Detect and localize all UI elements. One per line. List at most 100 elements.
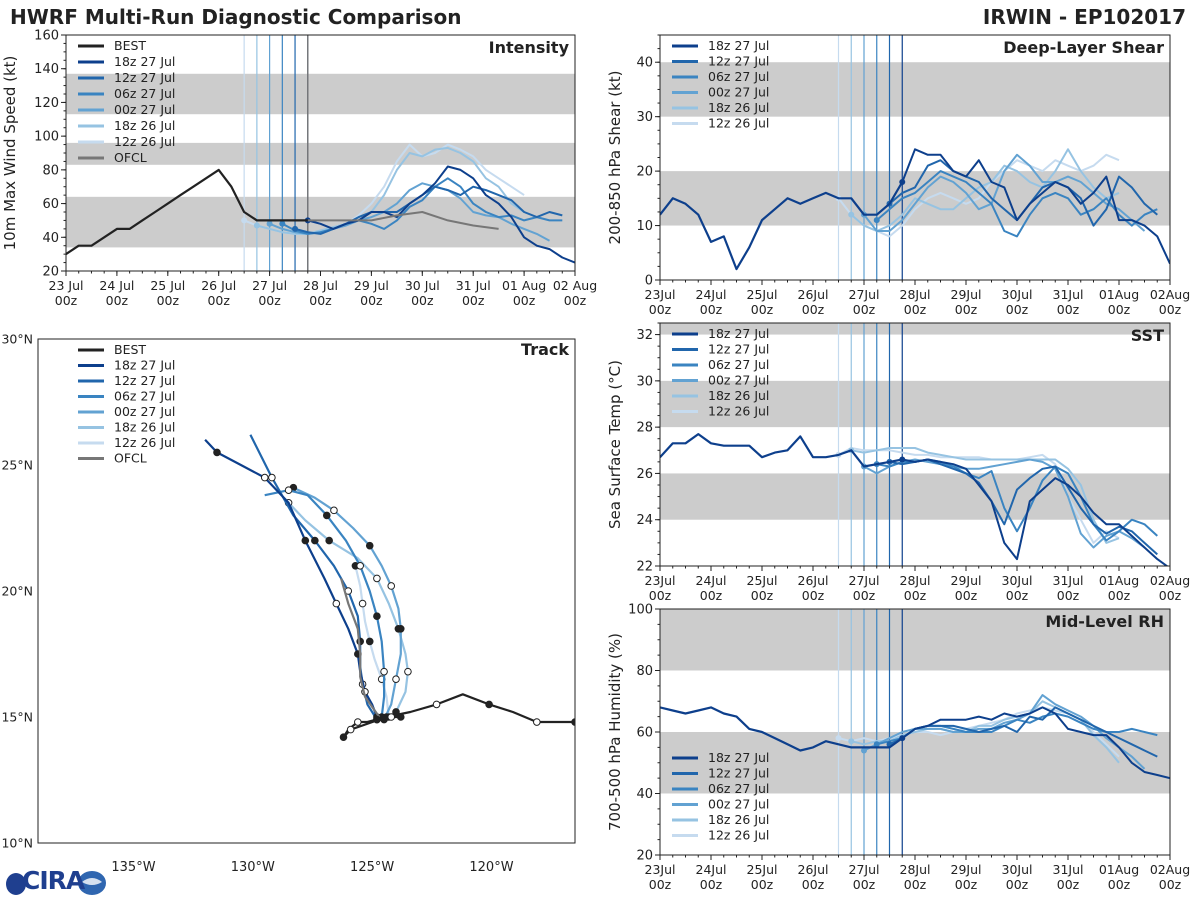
track-marker [392,675,400,684]
intensity-xtick-hour: 00z [309,293,332,308]
intensity-xtick-date: 30 Jul [405,278,440,293]
track-series-ofcl [340,578,381,718]
intensity-xtick-date: 28 Jul [303,278,338,293]
shear-panel-title: Deep-Layer Shear [1003,38,1164,57]
intensity-ytick-label: 20 [42,265,59,280]
sst-band [660,323,1170,335]
track-legend-label: 12z 27 Jul [114,373,175,388]
track-marker [213,448,221,457]
track-panel-title: Track [521,340,569,359]
sst-xtick-hour: 00z [955,588,978,603]
rh-xtick-hour: 00z [802,877,825,892]
track-marker [284,486,293,495]
rh-xtick-hour: 00z [649,877,672,892]
sst-xtick-hour: 00z [1108,588,1131,603]
track-marker [387,582,396,590]
shear-xtick-hour: 00z [1108,302,1131,317]
track-panel [37,338,576,844]
sst-xtick-date: 27Jul [849,573,880,588]
logo-text: CIRA [22,866,85,895]
rh-xtick-hour: 00z [751,877,774,892]
track-xtick-label: 125°W [350,860,394,875]
intensity-xtick-date: 26 Jul [201,278,236,293]
track-xtick-label: 120°W [469,860,513,875]
shear-xtick-hour: 00z [751,302,774,317]
shear-xtick-hour: 00z [853,302,876,317]
intensity-xtick-date: 27 Jul [252,278,287,293]
intensity-xtick-date: 31 Jul [456,278,491,293]
intensity-xtick-date: 02 Aug [553,278,597,293]
rh-xtick-hour: 00z [904,877,927,892]
intensity-ylabel: 10m Max Wind Speed (kt) [1,56,19,251]
track-xtick-label: 135°W [111,860,155,875]
shear-xtick-hour: 00z [1159,302,1182,317]
intensity-legend-label: BEST [114,38,146,53]
sst-ytick-label: 30 [636,374,653,389]
intensity-xtick-hour: 00z [157,293,180,308]
sst-ytick-label: 32 [636,328,653,343]
rh-band [660,609,1170,671]
rh-ylabel: 700-500 hPa Humidity (%) [606,633,624,831]
track-marker [373,612,381,621]
track-marker [358,599,367,608]
intensity-series-best [66,168,308,256]
intensity-series-group [66,143,575,264]
sst-legend-label: 18z 27 Jul [708,326,769,341]
intensity-series-18z-27-jul [307,165,575,264]
intensity-panel [61,34,576,276]
intensity-xtick-date: 29 Jul [354,278,389,293]
intensity-init-dot [241,217,248,224]
shear-ytick-label: 0 [645,274,653,289]
rh-init-dot [861,747,867,754]
intensity-legend-label: 12z 26 Jul [114,134,175,149]
track-xtick-label: 130°W [231,860,275,875]
shear-xtick-date: 31Jul [1053,287,1084,302]
track-marker [373,574,381,583]
shear-init-dot [848,211,855,218]
intensity-ytick-label: 40 [42,231,59,246]
rh-xtick-hour: 00z [955,877,978,892]
rh-band [660,732,1170,794]
track-series-18z-26-jul [287,502,409,713]
intensity-legend-label: 18z 26 Jul [114,118,175,133]
intensity-legend-label: 12z 27 Jul [114,70,175,85]
intensity-ytick-label: 140 [34,62,59,77]
sst-xtick-date: 26Jul [798,573,829,588]
shear-series-00z-27-jul [863,153,1146,232]
sst-panel-title: SST [1131,326,1164,345]
intensity-band [66,73,575,115]
track-marker [330,506,338,515]
track-marker [373,715,381,724]
shear-xtick-hour: 00z [802,302,825,317]
sst-ytick-label: 22 [636,560,653,575]
intensity-xtick-hour: 00z [55,293,78,308]
intensity-xtick-date: 24 Jul [99,278,134,293]
intensity-panel-title: Intensity [489,38,570,57]
track-marker [365,541,374,550]
rh-legend-label: 18z 27 Jul [708,750,769,765]
shear-xtick-hour: 00z [1006,302,1029,317]
rh-ytick-label: 60 [636,726,653,741]
sst-xtick-hour: 00z [802,588,825,603]
sst-xtick-date: 24Jul [696,573,727,588]
intensity-band [66,196,575,248]
intensity-init-dot [292,225,299,232]
track-marker [380,667,388,676]
intensity-legend-label: 06z 27 Jul [114,86,175,101]
storm-title: IRWIN - EP102017 [982,5,1186,29]
shear-xtick-date: 28Jul [900,287,931,302]
intensity-legend-label: 00z 27 Jul [114,102,175,117]
rh-legend-label: 06z 27 Jul [708,781,769,796]
shear-xtick-hour: 00z [955,302,978,317]
rh-xtick-hour: 00z [1006,877,1029,892]
sst-xtick-date: 01Aug [1099,573,1139,588]
shear-ytick-label: 20 [636,165,653,180]
shear-xtick-date: 23Jul [645,287,676,302]
rh-xtick-hour: 00z [853,877,876,892]
shear-ytick-label: 30 [636,110,653,125]
shear-legend-label: 12z 26 Jul [708,116,769,131]
sst-series-18z-26-jul [851,447,1120,544]
sst-xtick-date: 28Jul [900,573,931,588]
sst-panel [655,322,1171,571]
track-marker [322,511,331,520]
